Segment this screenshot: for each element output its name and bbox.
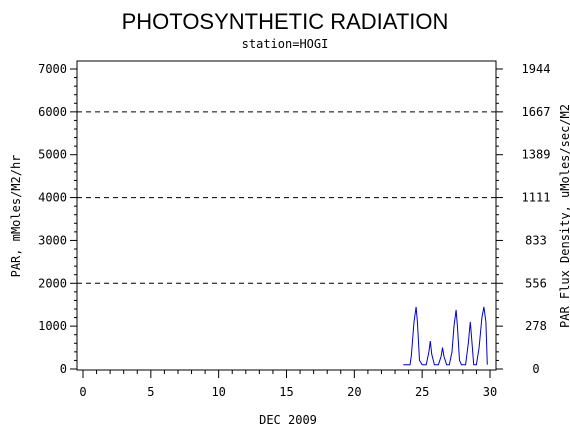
chart-subtitle: station=HOGI (242, 37, 329, 51)
y-right-tick-label: 1389 (522, 148, 551, 162)
y-right-tick-label: 1944 (522, 62, 551, 76)
y-left-tick-label: 3000 (38, 233, 67, 247)
y-right-tick-label: 1111 (522, 191, 551, 205)
y-left-tick-label: 5000 (38, 148, 67, 162)
y-left-tick-label: 6000 (38, 105, 67, 119)
x-tick-label: 15 (279, 385, 293, 399)
y-right-tick-label: 0 (532, 362, 539, 376)
series-line-0 (403, 306, 488, 366)
y-right-tick-label: 1667 (522, 105, 551, 119)
y-axis-label-left: PAR, mMoles/M2/hr (9, 155, 23, 278)
x-tick-label: 25 (415, 385, 429, 399)
y-left-tick-label: 0 (60, 362, 67, 376)
y-left-tick-label: 4000 (38, 191, 67, 205)
x-tick-label: 5 (147, 385, 154, 399)
chart-title: PHOTOSYNTHETIC RADIATION (122, 9, 449, 34)
x-tick-label: 20 (347, 385, 361, 399)
x-tick-label: 0 (79, 385, 86, 399)
y-axis-label-right: PAR Flux Density, uMoles/sec/M2 (558, 104, 570, 328)
x-axis: 0 5 10 15 20 25 30 (79, 370, 497, 399)
y-right-tick-label: 278 (525, 319, 547, 333)
y-left-tick-label: 7000 (38, 62, 67, 76)
plot-frame (76, 60, 497, 371)
x-tick-label: 10 (211, 385, 225, 399)
y-left-tick-label: 1000 (38, 319, 67, 333)
y-right-tick-label: 556 (525, 276, 547, 290)
series-group (403, 306, 488, 366)
right-y-axis: 0 278 556 833 1111 1389 1667 1944 (496, 62, 550, 376)
left-y-axis: 0 1000 2000 3000 4000 5000 6000 7000 (38, 62, 77, 376)
y-right-tick-label: 833 (525, 233, 547, 247)
y-left-tick-label: 2000 (38, 276, 67, 290)
x-axis-label: DEC 2009 (259, 413, 317, 427)
x-tick-label: 30 (483, 385, 497, 399)
gridlines (77, 111, 496, 284)
